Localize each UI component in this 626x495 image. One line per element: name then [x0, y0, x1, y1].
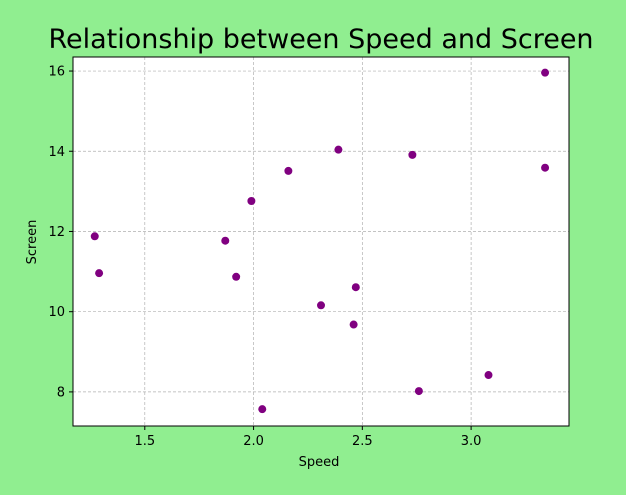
data-point	[351, 283, 360, 292]
data-point	[284, 166, 293, 175]
x-axis-label: Speed	[299, 455, 340, 470]
y-tick-label: 12	[48, 225, 65, 240]
data-point	[90, 232, 99, 241]
data-point	[232, 272, 241, 281]
data-point	[334, 145, 343, 154]
data-point	[258, 405, 267, 414]
data-point	[414, 387, 423, 396]
data-point	[247, 196, 256, 205]
y-tick-label: 14	[48, 145, 65, 160]
data-point	[317, 301, 325, 310]
data-point	[349, 320, 358, 329]
y-axis-label: Screen	[25, 220, 40, 265]
y-tick-label: 16	[48, 65, 65, 80]
y-tick-label: 8	[57, 385, 65, 400]
data-point	[408, 150, 417, 159]
plot-frame	[72, 56, 570, 427]
data-point	[484, 371, 493, 380]
data-point	[541, 163, 550, 172]
x-tick-label: 2.0	[243, 434, 264, 449]
data-point	[221, 236, 230, 245]
data-point	[541, 68, 550, 77]
chart-title: Relationship between Speed and Screen	[48, 24, 593, 55]
data-points	[90, 68, 550, 414]
axis-ticks: 1.5 2.0 2.5 3.0 8 10 12 14 16	[48, 65, 481, 449]
y-tick-label: 10	[48, 305, 65, 320]
plot-area	[73, 57, 569, 426]
x-tick-label: 2.5	[352, 434, 373, 449]
grid	[73, 57, 569, 426]
x-tick-label: 3.0	[461, 434, 482, 449]
x-tick-label: 1.5	[134, 434, 155, 449]
data-point	[95, 269, 104, 278]
